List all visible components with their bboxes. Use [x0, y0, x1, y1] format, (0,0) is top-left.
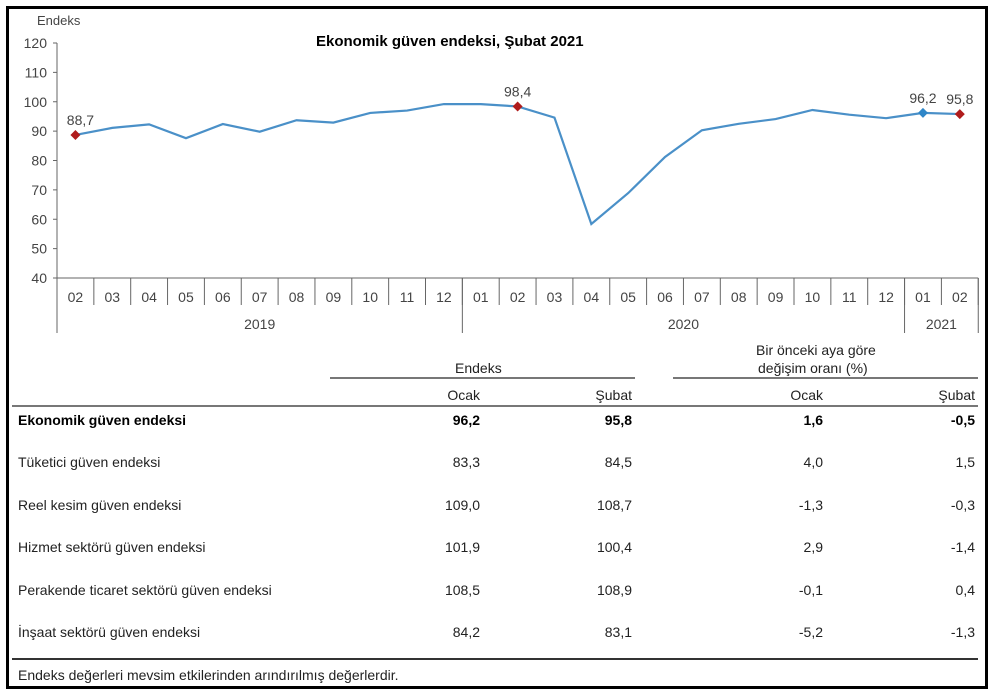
x-tick-label: 06 — [657, 289, 673, 305]
x-tick-label: 12 — [878, 289, 894, 305]
y-tick-label: 70 — [31, 182, 47, 198]
row-label: Reel kesim güven endeksi — [18, 496, 182, 513]
divider — [330, 377, 635, 379]
y-tick-label: 110 — [25, 64, 48, 80]
col-header: Şubat — [938, 387, 975, 403]
cell-value: -0,1 — [798, 581, 823, 598]
year-label: 2019 — [244, 316, 275, 332]
x-tick-label: 09 — [768, 289, 784, 305]
cell-value: 108,9 — [596, 581, 632, 598]
x-tick-label: 04 — [584, 289, 600, 305]
cell-value: 100,4 — [596, 539, 632, 556]
col-header: Şubat — [595, 387, 632, 403]
divider — [12, 658, 978, 660]
x-tick-label: 07 — [252, 289, 268, 305]
data-label: 95,8 — [946, 91, 973, 107]
cell-value: 83,3 — [452, 454, 480, 471]
x-tick-label: 05 — [178, 289, 194, 305]
header-change-line1: Bir önceki aya göre — [756, 342, 876, 358]
x-tick-label: 03 — [104, 289, 120, 305]
x-tick-label: 09 — [326, 289, 342, 305]
x-tick-label: 03 — [547, 289, 563, 305]
cell-value: 4,0 — [803, 454, 823, 471]
cell-value: 83,1 — [604, 624, 632, 640]
y-tick-label: 90 — [31, 123, 47, 139]
header-endeks: Endeks — [455, 360, 502, 376]
cell-value: -1,4 — [950, 539, 975, 556]
data-point-marker — [954, 109, 965, 120]
series-line — [75, 102, 960, 226]
year-label: 2020 — [668, 316, 699, 332]
x-tick-label: 11 — [842, 289, 857, 305]
x-tick-label: 10 — [805, 289, 821, 305]
y-tick-label: 100 — [24, 94, 48, 110]
footnote: Endeks değerleri mevsim etkilerinden arı… — [18, 667, 399, 683]
y-tick-label: 60 — [31, 211, 47, 227]
data-point-marker — [512, 101, 523, 112]
x-tick-label: 06 — [215, 289, 231, 305]
year-label: 2021 — [926, 316, 957, 332]
col-header: Ocak — [790, 387, 823, 403]
y-tick-label: 120 — [24, 35, 48, 51]
data-label: 98,4 — [504, 83, 531, 99]
x-tick-label: 01 — [473, 289, 489, 305]
data-label: 88,7 — [67, 112, 94, 128]
cell-value: -1,3 — [950, 624, 975, 640]
cell-value: -5,2 — [798, 624, 823, 640]
cell-value: 0,4 — [955, 581, 975, 598]
cell-value: 109,0 — [444, 496, 480, 513]
x-tick-label: 05 — [620, 289, 636, 305]
cell-value: 95,8 — [604, 412, 632, 428]
cell-value: 1,6 — [803, 412, 823, 428]
y-tick-label: 40 — [31, 270, 47, 286]
cell-value: 101,9 — [444, 539, 480, 556]
row-label: Hizmet sektörü güven endeksi — [18, 539, 206, 556]
data-label: 96,2 — [909, 90, 936, 106]
x-tick-label: 02 — [68, 289, 84, 305]
y-axis-label: Endeks — [37, 13, 81, 28]
chart-title: Ekonomik güven endeksi, Şubat 2021 — [316, 33, 584, 50]
x-tick-label: 02 — [952, 289, 968, 305]
x-tick-label: 08 — [731, 289, 747, 305]
divider — [673, 377, 978, 379]
cell-value: 1,5 — [955, 454, 975, 471]
cell-value: -1,3 — [798, 496, 823, 513]
cell-value: 108,5 — [444, 581, 480, 598]
cell-value: 2,9 — [803, 539, 823, 556]
row-label: Perakende ticaret sektörü güven endeksi — [18, 581, 272, 598]
x-tick-label: 04 — [141, 289, 157, 305]
line-chart: 40 50 60 70 80 90 100 110 120 02 03 04 05 06 07 08 09 10 1… — [24, 35, 979, 333]
y-tick-label: 50 — [31, 241, 47, 257]
cell-value: 96,2 — [452, 412, 480, 428]
figure-frame — [6, 6, 988, 689]
cell-value: -0,3 — [950, 496, 975, 513]
x-tick-label: 02 — [510, 289, 526, 305]
col-header: Ocak — [447, 387, 480, 403]
cell-value: 84,5 — [604, 454, 632, 471]
y-tick-label: 80 — [31, 153, 47, 169]
data-point-marker — [70, 129, 81, 140]
x-tick-label: 10 — [362, 289, 378, 305]
row-label: İnşaat sektörü güven endeksi — [18, 624, 201, 640]
divider — [12, 405, 978, 407]
cell-value: -0,5 — [950, 412, 975, 428]
row-label: Tüketici güven endeksi — [18, 454, 161, 471]
cell-value: 84,2 — [452, 624, 480, 640]
x-tick-label: 11 — [400, 289, 415, 305]
x-tick-label: 01 — [915, 289, 931, 305]
header-change-line2: değişim oranı (%) — [758, 360, 868, 376]
x-tick-label: 08 — [289, 289, 305, 305]
cell-value: 108,7 — [596, 496, 632, 513]
row-label: Ekonomik güven endeksi — [18, 412, 187, 428]
x-tick-label: 07 — [694, 289, 710, 305]
x-tick-label: 12 — [436, 289, 452, 305]
data-point-marker — [917, 107, 928, 118]
